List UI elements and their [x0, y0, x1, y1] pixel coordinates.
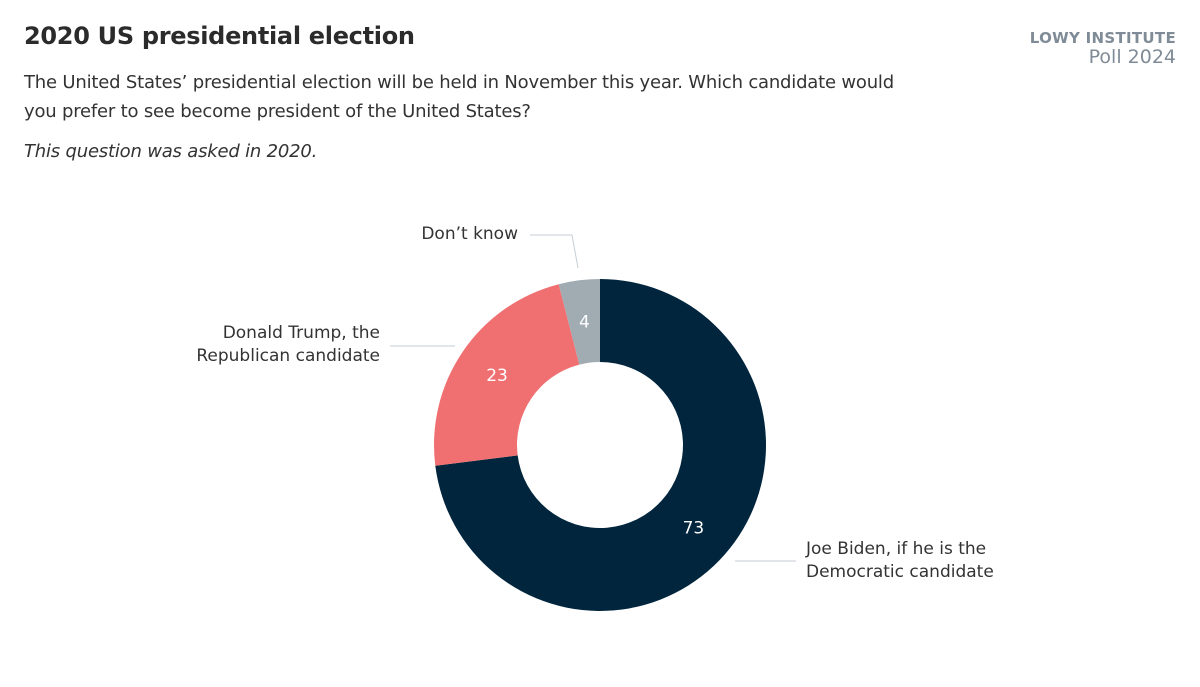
slice-biden: [435, 279, 766, 611]
chart-subtitle: The United States’ presidential election…: [24, 72, 894, 122]
lowy-institute-logo: LOWY INSTITUTE Poll 2024: [1030, 30, 1176, 68]
slice-label-trump: Donald Trump, the Republican candidate: [196, 323, 380, 366]
logo-line2: Poll 2024: [1088, 46, 1176, 68]
data-label-trump: 23: [486, 366, 508, 386]
slice-dont-know: [558, 279, 600, 365]
data-label-dont-know: 4: [579, 312, 590, 332]
leader-line-dont-know: [530, 234, 579, 269]
chart-note: This question was asked in 2020.: [24, 141, 318, 162]
slice-label-biden: Joe Biden, if he is the Democratic candi…: [806, 539, 994, 582]
chart-title: 2020 US presidential election: [24, 22, 415, 50]
logo-line1: LOWY INSTITUTE: [1029, 29, 1176, 47]
data-label-biden: 73: [683, 518, 705, 538]
slice-label-dont-know: Don’t know: [421, 224, 518, 244]
slice-trump: [433, 284, 580, 466]
